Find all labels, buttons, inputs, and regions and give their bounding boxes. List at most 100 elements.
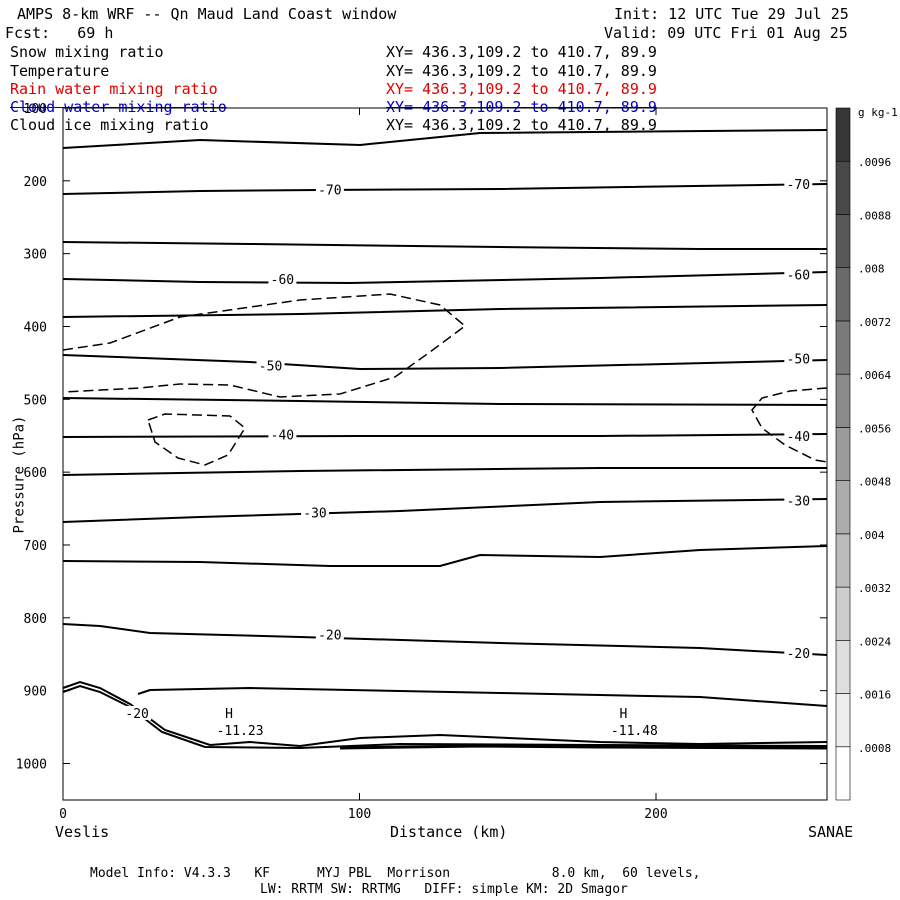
contour-label: -50 (259, 360, 282, 375)
isotherm-line (62, 680, 828, 748)
colorbar-segment (835, 693, 851, 748)
field-xy-temperature: XY= 436.3,109.2 to 410.7, 89.9 (386, 62, 657, 80)
isotherm-line (62, 271, 828, 285)
dashed-contour (751, 387, 828, 463)
contour-label-bg (315, 627, 344, 642)
colorbar-label: .0032 (858, 582, 891, 595)
isotherm-line (62, 498, 828, 523)
field-name-cloud-ice: Cloud ice mixing ratio (10, 116, 209, 134)
y-tick-label: 800 (24, 612, 47, 627)
contour-label-bg (315, 182, 344, 197)
high-value-bg (608, 722, 661, 737)
init-time: Init: 12 UTC Tue 29 Jul 25 (614, 5, 849, 23)
colorbar-label: .0064 (858, 369, 891, 382)
isotherm-line (62, 623, 828, 656)
x-axis-label: Distance (km) (390, 823, 508, 841)
y-tick-label: 1000 (16, 757, 47, 772)
y-axis-label: Pressure (hPa) (11, 415, 28, 534)
forecast-hour: Fcst: 69 h (5, 24, 114, 42)
contour-label-bg (256, 358, 285, 373)
isotherm-line (137, 686, 828, 707)
y-tick-label: 300 (24, 248, 47, 263)
contour-label: -40 (271, 429, 294, 444)
colorbar-label: .0056 (858, 422, 891, 435)
colorbar-segment (835, 107, 851, 162)
dashed-contour (147, 413, 246, 466)
isotherm-line (339, 744, 828, 750)
isotherm-line (62, 397, 828, 406)
isotherm-line (62, 545, 828, 567)
high-marker: H (225, 707, 233, 722)
colorbar-segment (835, 533, 851, 588)
colorbar-segment (835, 746, 851, 801)
colorbar-label: .0096 (858, 156, 891, 169)
model-info-line-2: LW: RRTM SW: RRTMG DIFF: simple KM: 2D S… (260, 882, 628, 897)
plot-frame (62, 107, 828, 801)
colorbar-segment (835, 640, 851, 694)
colorbar-segment (835, 267, 851, 322)
colorbar-label: .0024 (858, 635, 891, 648)
colorbar-segment (835, 214, 851, 268)
field-xy-cloud-ice: XY= 436.3,109.2 to 410.7, 89.9 (386, 116, 657, 134)
colorbar-segment (835, 160, 851, 215)
contour-label-bg (784, 429, 813, 444)
colorbar-label: .0008 (858, 742, 891, 755)
contour-label: -70 (318, 183, 341, 198)
colorbar-unit: g kg-1 (858, 106, 898, 119)
isotherm-line (62, 183, 828, 195)
field-xy-snow: XY= 436.3,109.2 to 410.7, 89.9 (386, 43, 657, 61)
colorbar-segment (835, 480, 851, 535)
colorbar-segment (835, 586, 851, 641)
y-tick-label: 500 (24, 393, 47, 408)
contour-label-bg (123, 705, 152, 720)
y-tick-label: 100 (24, 102, 47, 117)
high-value: -11.48 (611, 724, 658, 739)
model-info-line: Model Info: V4.3.3 KF MYJ PBL Morrison 8… (90, 866, 701, 881)
colorbar-label: .0072 (858, 316, 891, 329)
contour-label: -20 (318, 628, 341, 643)
isotherm-line (62, 241, 827, 250)
contour-label: -20 (125, 707, 148, 722)
contour-label: -30 (303, 507, 326, 522)
contour-label-bg (268, 271, 297, 286)
isotherm-line (62, 684, 828, 750)
contour-label-bg (784, 267, 813, 282)
contour-label: -60 (787, 269, 810, 284)
colorbar-label: .008 (858, 263, 885, 276)
isotherm-line (62, 354, 828, 371)
field-xy-rain: XY= 436.3,109.2 to 410.7, 89.9 (386, 80, 657, 98)
field-xy-cloud-water: XY= 436.3,109.2 to 410.7, 89.9 (386, 98, 657, 116)
x-tick-label: 0 (59, 807, 67, 822)
y-tick-label: 600 (24, 466, 47, 481)
high-marker: H (620, 707, 628, 722)
colorbar-segment (835, 373, 851, 428)
y-tick-label: 200 (24, 175, 47, 190)
high-value-bg (214, 722, 267, 737)
contour-label: -40 (787, 430, 810, 445)
contour-label: -30 (787, 494, 810, 509)
contour-label: -20 (787, 647, 810, 662)
contour-label-bg (784, 646, 813, 661)
y-tick-label: 400 (24, 320, 47, 335)
x-tick-label: 100 (348, 807, 371, 822)
contour-label: -70 (787, 178, 810, 193)
colorbar-label: .0048 (858, 476, 891, 489)
field-name-snow: Snow mixing ratio (10, 43, 164, 61)
colorbar-segment (835, 320, 851, 375)
field-name-temperature: Temperature (10, 62, 110, 80)
contour-label: -60 (271, 273, 294, 288)
isotherm-line (62, 304, 828, 318)
contour-label-bg (784, 177, 813, 192)
high-value: -11.23 (217, 724, 264, 739)
isotherm-line (62, 467, 827, 476)
left-endpoint-label: Veslis (55, 823, 110, 841)
contour-label-bg (268, 427, 297, 442)
contour-label-bg (784, 351, 813, 366)
colorbar-segment (835, 427, 851, 481)
isotherm-line (62, 129, 828, 149)
colorbar-label: .0088 (858, 209, 891, 222)
contour-label-bg (784, 493, 813, 508)
contour-lines (62, 129, 828, 750)
field-name-rain: Rain water mixing ratio (10, 80, 218, 98)
